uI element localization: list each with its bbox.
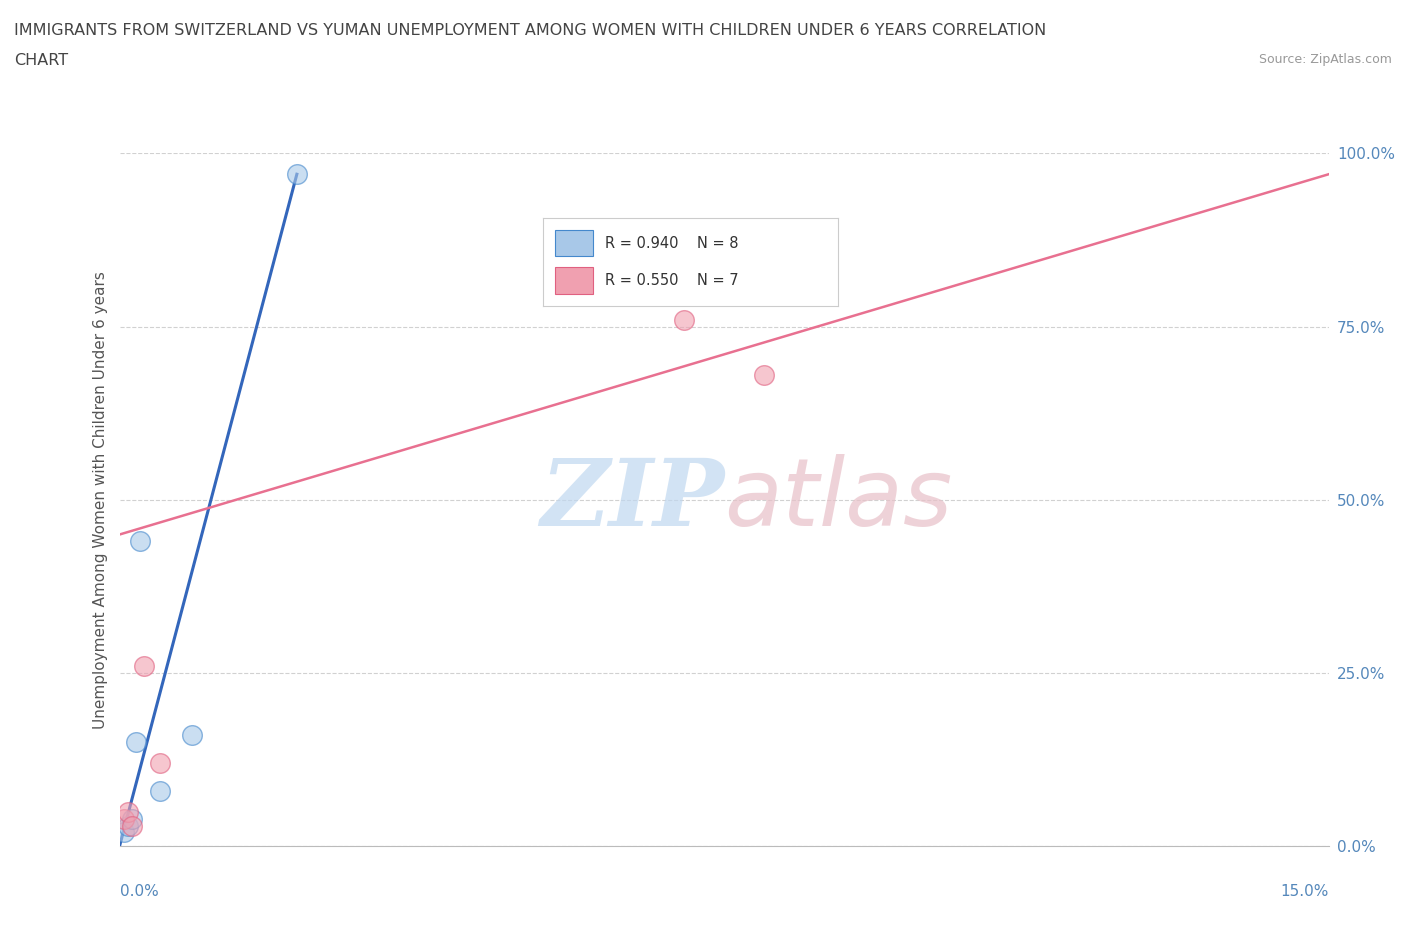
Y-axis label: Unemployment Among Women with Children Under 6 years: Unemployment Among Women with Children U… xyxy=(93,271,108,729)
Point xyxy=(754,367,776,382)
Text: 15.0%: 15.0% xyxy=(1281,884,1329,899)
Point xyxy=(672,312,695,327)
Text: CHART: CHART xyxy=(14,53,67,68)
Point xyxy=(149,756,172,771)
Text: IMMIGRANTS FROM SWITZERLAND VS YUMAN UNEMPLOYMENT AMONG WOMEN WITH CHILDREN UNDE: IMMIGRANTS FROM SWITZERLAND VS YUMAN UNE… xyxy=(14,23,1046,38)
Point xyxy=(124,735,146,750)
Point xyxy=(181,728,204,743)
Bar xyxy=(554,230,593,257)
Text: 0.0%: 0.0% xyxy=(120,884,159,899)
Point xyxy=(121,811,143,826)
Point xyxy=(285,166,308,181)
Point xyxy=(132,658,155,673)
Point xyxy=(128,534,150,549)
Point xyxy=(149,783,172,798)
Point xyxy=(117,804,139,819)
Point xyxy=(112,825,135,840)
Point xyxy=(112,811,135,826)
Text: Source: ZipAtlas.com: Source: ZipAtlas.com xyxy=(1258,53,1392,66)
Point xyxy=(121,818,143,833)
Text: R = 0.940    N = 8: R = 0.940 N = 8 xyxy=(605,235,738,251)
Text: atlas: atlas xyxy=(724,455,952,545)
Bar xyxy=(554,267,593,294)
Text: ZIP: ZIP xyxy=(540,455,724,545)
Point xyxy=(117,818,139,833)
Text: R = 0.550    N = 7: R = 0.550 N = 7 xyxy=(605,272,738,287)
